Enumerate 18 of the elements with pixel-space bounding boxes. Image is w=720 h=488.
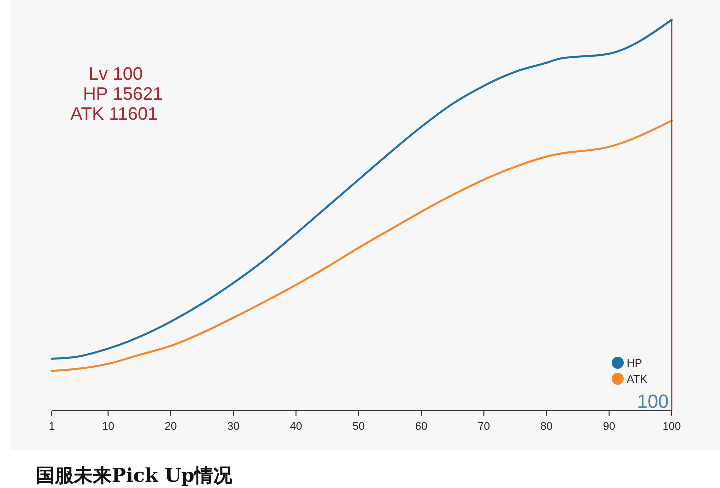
annotation: ATK 11601 [70, 104, 158, 124]
x-tick-label: 50 [352, 421, 365, 433]
x-tick-label: 80 [540, 421, 553, 433]
annotation: Lv 100 [88, 64, 143, 84]
x-tick-label: 100 [662, 421, 682, 433]
x-tick-label: 60 [415, 421, 428, 433]
x-tick-label: 10 [102, 421, 114, 433]
text: 国服未来Pick Up情况 [36, 465, 234, 487]
ref-line-label: 100 [637, 392, 669, 413]
x-tick-label: 30 [227, 421, 240, 433]
x-tick-label: 40 [290, 421, 302, 433]
x-tick-label: 90 [603, 421, 616, 433]
legend-label: ATK [627, 374, 648, 386]
annotation: HP 15621 [83, 84, 163, 104]
x-tick-label: 20 [164, 421, 178, 433]
x-tick-label: 70 [478, 421, 490, 433]
legend-label: HP [627, 358, 642, 370]
x-tick-label: 1 [48, 421, 56, 433]
